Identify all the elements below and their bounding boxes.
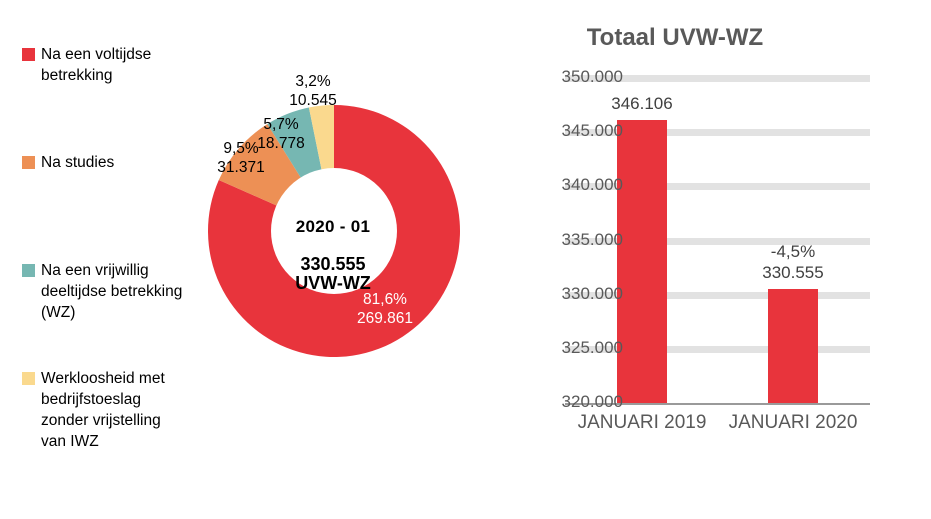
bar-chart: Totaal UVW-WZ 350.000 345.000 340.000 335.0… [440,0,931,519]
donut-chart: 2020 - 01 330.555 UVW-WZ 81,6% 269.861 9… [200,60,470,370]
chart-legend: Na een voltijdse betrekking Na studies N… [0,0,208,519]
gridline-band [565,345,870,353]
gridline-band [565,237,870,245]
bar-2[interactable] [768,288,818,403]
legend-item-label: Na studies [41,154,115,171]
donut-slice-label-werkloosheid: 3,2% 10.545 [289,73,337,109]
donut-hole [271,168,397,294]
bar-chart-title: Totaal UVW-WZ [586,24,764,51]
donut-chart-svg [208,105,460,357]
gridline-band [565,75,870,82]
legend-color-swatch [22,156,35,169]
legend-item-label: Werkloosheid met bedrijfstoeslag zonder … [41,370,165,450]
gridline-band [565,291,870,299]
donut-slice-label-voltijdse: 81,6% 269.861 [356,291,414,327]
y-axis-tick-label: 335.000 [561,229,623,249]
y-axis-tick-label: 350.000 [561,67,623,86]
legend-color-swatch [22,48,35,61]
y-axis-tick-label: 330.000 [561,283,623,303]
donut-slice-label-studies: 9,5% 31.371 [217,140,265,176]
bar-chart-plot-area [565,75,870,405]
bar-value-label: 346.106 [611,94,673,114]
y-axis-tick-label: 325.000 [561,337,623,357]
y-axis-tick-label: 345.000 [561,121,623,141]
bar-value-label: -4,5% 330.555 [762,241,824,282]
legend-item-vrijwillig-deeltijdse-betrekking[interactable]: Na een vrijwillig deeltijdse betrekking … [22,260,182,323]
legend-item-werkloosheid-bedrijfstoeslag[interactable]: Werkloosheid met bedrijfstoeslag zonder … [22,368,165,452]
donut-center-total: 330.555 [300,254,366,274]
x-axis-tick-label: JANUARI 2019 [577,412,707,433]
legend-item-na-studies[interactable]: Na studies [22,152,114,173]
legend-item-voltijdse-betrekking[interactable]: Na een voltijdse betrekking [22,44,151,86]
donut-slice-label-deeltijdse: 5,7% 18.778 [257,116,305,152]
bar-chart-axis-line [565,403,870,405]
legend-color-swatch [22,372,35,385]
bar-1[interactable] [617,120,667,403]
legend-item-label: Na een voltijdse betrekking [41,46,152,84]
donut-center-text: 2020 - 01 330.555 UVW-WZ [273,218,393,292]
gridline-band [565,183,870,191]
x-axis-tick-label: JANUARI 2020 [728,412,858,433]
donut-center-period: 2020 - 01 [295,217,371,236]
y-axis-tick-label: 320.000 [561,392,623,411]
gridline-band [565,129,870,137]
legend-color-swatch [22,264,35,277]
donut-center-unit: UVW-WZ [295,273,371,293]
y-axis-tick-label: 340.000 [561,175,623,195]
legend-item-label: Na een vrijwillig deeltijdse betrekking … [41,262,183,321]
